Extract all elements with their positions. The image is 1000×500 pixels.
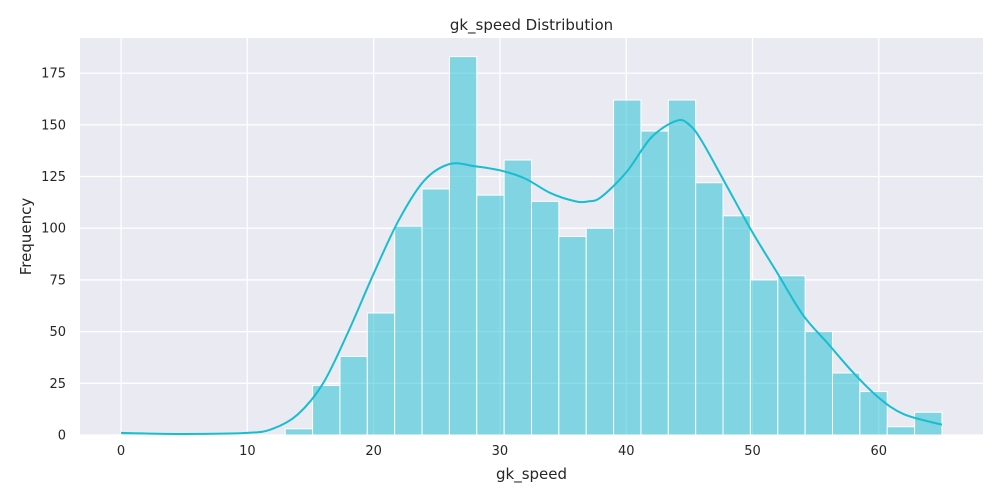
histogram-bar xyxy=(503,159,533,436)
x-tick-label: 0 xyxy=(117,444,125,459)
y-tick-label: 50 xyxy=(49,325,66,340)
histogram-bar xyxy=(749,279,779,436)
histogram-bar xyxy=(421,188,450,436)
histogram-bar xyxy=(448,56,478,436)
histogram-bars xyxy=(120,56,943,436)
y-tick-label: 175 xyxy=(41,67,66,82)
histogram-bar xyxy=(366,312,396,436)
y-axis-ticks: 0 25 50 75 100 125 150 175 xyxy=(41,67,66,444)
kde-curve xyxy=(121,119,943,435)
y-tick-label: 125 xyxy=(41,170,66,185)
histogram-bar xyxy=(667,99,697,436)
histogram-bar xyxy=(695,182,724,436)
x-tick-label: 40 xyxy=(618,444,635,459)
histogram-bar xyxy=(886,426,916,436)
histogram-bar xyxy=(640,130,669,436)
histogram-bar xyxy=(859,391,888,436)
histogram-bar xyxy=(531,200,560,436)
histogram-bar xyxy=(722,215,751,436)
y-tick-label: 100 xyxy=(41,222,66,237)
histogram-bar xyxy=(613,99,642,436)
y-tick-label: 150 xyxy=(41,118,66,133)
histogram-bar xyxy=(777,275,806,436)
chart-title: gk_speed Distribution xyxy=(450,16,613,35)
y-axis-label: Frequency xyxy=(17,198,35,276)
histogram-bar xyxy=(831,372,861,436)
y-tick-label: 25 xyxy=(49,377,66,392)
histogram-bar xyxy=(585,227,615,436)
y-tick-label: 0 xyxy=(58,429,66,444)
histogram-bar xyxy=(394,225,423,436)
histogram-bar xyxy=(804,331,833,436)
x-tick-label: 30 xyxy=(492,444,509,459)
histogram-bar xyxy=(558,236,587,436)
x-tick-label: 60 xyxy=(871,444,888,459)
x-tick-label: 10 xyxy=(239,444,256,459)
histogram-bar xyxy=(476,194,505,436)
histogram-bar xyxy=(339,355,368,436)
histogram-bar xyxy=(284,428,314,436)
x-axis-label: gk_speed xyxy=(496,465,567,484)
x-tick-label: 50 xyxy=(744,444,761,459)
y-tick-label: 75 xyxy=(49,273,66,288)
x-tick-label: 20 xyxy=(365,444,382,459)
x-axis-ticks: 0 10 20 30 40 50 60 xyxy=(117,444,887,459)
